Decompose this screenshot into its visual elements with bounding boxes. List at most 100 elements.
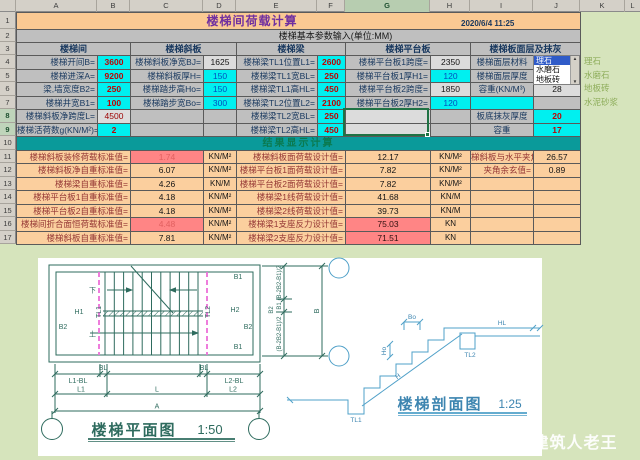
group-header[interactable]: 楼梯梁 bbox=[237, 43, 346, 56]
result-value[interactable]: 0.89 bbox=[534, 164, 581, 178]
result-unit[interactable]: KN/M² bbox=[204, 191, 237, 205]
param-label[interactable]: 楼梯面层厚度 bbox=[471, 69, 534, 83]
col-header-cell[interactable]: J bbox=[533, 0, 580, 12]
param-calc[interactable]: 2350 bbox=[431, 56, 471, 70]
result-value[interactable]: 4.18 bbox=[131, 204, 204, 218]
empty-cell[interactable] bbox=[131, 123, 204, 137]
params-section-header[interactable]: 楼梯基本参数输入(单位:MM) bbox=[17, 30, 581, 43]
scroll-down-icon[interactable]: ▼ bbox=[572, 79, 578, 84]
param-label[interactable]: 楼梯梁TL1高HL= bbox=[237, 83, 318, 97]
col-header-cell[interactable]: C bbox=[130, 0, 203, 12]
param-label[interactable]: 楼梯斜板净宽BJ= bbox=[131, 56, 204, 70]
param-input[interactable]: 2 bbox=[98, 123, 131, 137]
param-label[interactable]: 梁,墙宽度B2= bbox=[17, 83, 98, 97]
param-input[interactable]: 150 bbox=[204, 83, 237, 97]
result-unit[interactable]: KN bbox=[431, 231, 471, 245]
param-label[interactable]: 楼梯井宽B1= bbox=[17, 96, 98, 110]
row-header-cell[interactable]: 16 bbox=[0, 217, 16, 231]
group-header[interactable]: 楼梯平台板 bbox=[346, 43, 471, 56]
param-calc[interactable]: 4500 bbox=[98, 110, 131, 124]
param-calc[interactable]: 28 bbox=[534, 83, 581, 97]
row-header-cell[interactable]: 14 bbox=[0, 190, 16, 204]
material-dropdown[interactable]: 理石 水磨石 地板砖 ▲ ▼ bbox=[533, 55, 580, 85]
result-unit[interactable]: KN/M² bbox=[204, 150, 237, 164]
result-unit[interactable]: KN/M² bbox=[204, 204, 237, 218]
col-header-cell[interactable]: H bbox=[430, 0, 470, 12]
result-alert-value[interactable]: 1.74 bbox=[131, 150, 204, 164]
group-header[interactable]: 楼梯斜板 bbox=[131, 43, 237, 56]
param-label[interactable]: 楼梯面层材料 bbox=[471, 56, 534, 70]
row-header-cell[interactable]: 7 bbox=[0, 95, 16, 109]
empty-cell[interactable] bbox=[431, 110, 471, 124]
param-label[interactable]: 楼梯梁TL1宽BL= bbox=[237, 69, 318, 83]
param-input[interactable]: 300 bbox=[204, 96, 237, 110]
result-label[interactable]: 楼梯梁1线荷载设计值= bbox=[237, 191, 346, 205]
result-label[interactable]: 楼梯斜板装修荷载标准值= bbox=[17, 150, 131, 164]
row-header-cell[interactable]: 10 bbox=[0, 136, 16, 150]
result-label[interactable]: 楼梯斜板净自重标准值= bbox=[17, 164, 131, 178]
empty-cell[interactable] bbox=[534, 191, 581, 205]
result-label[interactable]: 楼梯梁2线荷载设计值= bbox=[237, 204, 346, 218]
param-input[interactable]: 450 bbox=[318, 83, 346, 97]
empty-cell[interactable] bbox=[471, 96, 534, 110]
col-header-cell[interactable]: D bbox=[203, 0, 236, 12]
result-value[interactable]: 4.18 bbox=[131, 191, 204, 205]
param-input[interactable]: 2600 bbox=[318, 56, 346, 70]
row-header-cell[interactable]: 11 bbox=[0, 149, 16, 163]
scroll-up-icon[interactable]: ▲ bbox=[572, 56, 578, 61]
title-row[interactable]: 楼梯间荷载计算 2020/6/4 11:25 bbox=[17, 13, 581, 30]
row-header-cell[interactable]: 15 bbox=[0, 203, 16, 217]
param-calc[interactable]: 1850 bbox=[431, 83, 471, 97]
result-value[interactable]: 6.07 bbox=[131, 164, 204, 178]
empty-cell[interactable] bbox=[534, 231, 581, 245]
dropdown-item[interactable]: 地板砖 bbox=[536, 74, 560, 84]
param-input[interactable]: 17 bbox=[534, 123, 581, 137]
row-header-cell[interactable]: 2 bbox=[0, 29, 16, 42]
col-header-cell[interactable]: E bbox=[236, 0, 317, 12]
row-header-cell[interactable]: 6 bbox=[0, 82, 16, 96]
result-alert-value[interactable]: 75.03 bbox=[346, 218, 431, 232]
row-header-cell[interactable]: 12 bbox=[0, 163, 16, 177]
selected-cell[interactable] bbox=[346, 123, 431, 137]
empty-cell[interactable] bbox=[131, 110, 204, 124]
result-value[interactable]: 7.82 bbox=[346, 164, 431, 178]
col-header-cell[interactable]: B bbox=[97, 0, 130, 12]
result-value[interactable]: 26.57 bbox=[534, 150, 581, 164]
result-label[interactable]: 楼梯梁1支座反力设计值= bbox=[237, 218, 346, 232]
result-label[interactable]: 夹角余玄值= bbox=[471, 164, 534, 178]
result-unit[interactable]: KN/M² bbox=[431, 164, 471, 178]
empty-cell[interactable] bbox=[431, 123, 471, 137]
param-label[interactable]: 楼梯活荷数g(KN/M²)= bbox=[17, 123, 98, 137]
param-input[interactable]: 250 bbox=[318, 110, 346, 124]
result-label[interactable]: 楼梯梁2支座反力设计值= bbox=[237, 231, 346, 245]
param-label[interactable]: 楼梯斜板净跨度L= bbox=[17, 110, 98, 124]
param-input[interactable]: 450 bbox=[318, 123, 346, 137]
result-unit[interactable]: KN/M bbox=[431, 204, 471, 218]
param-label[interactable]: 楼梯开间B= bbox=[17, 56, 98, 70]
row-header-cell[interactable]: 1 bbox=[0, 12, 16, 29]
param-label[interactable]: 楼梯踏步高Ho= bbox=[131, 83, 204, 97]
param-label[interactable]: 楼梯斜板厚H= bbox=[131, 69, 204, 83]
group-header[interactable]: 楼梯板面层及抹灰 bbox=[471, 43, 581, 56]
param-input[interactable]: 120 bbox=[431, 96, 471, 110]
result-value[interactable]: 4.26 bbox=[131, 177, 204, 191]
empty-cell[interactable] bbox=[471, 218, 534, 232]
param-label[interactable]: 楼梯梁TL1位置L1= bbox=[237, 56, 318, 70]
result-unit[interactable]: KN/M² bbox=[204, 218, 237, 232]
param-input[interactable]: 150 bbox=[204, 69, 237, 83]
result-alert-value[interactable]: 4.48 bbox=[131, 218, 204, 232]
empty-cell[interactable] bbox=[471, 231, 534, 245]
param-input[interactable]: 120 bbox=[431, 69, 471, 83]
row-header-cell-selected[interactable]: 9 bbox=[0, 122, 16, 136]
param-label[interactable]: 楼梯梁TL2位置L2= bbox=[237, 96, 318, 110]
param-label[interactable]: 楼梯梁TL2宽BL= bbox=[237, 110, 318, 124]
param-input[interactable]: 100 bbox=[98, 96, 131, 110]
result-unit[interactable]: KN/M bbox=[204, 177, 237, 191]
empty-cell[interactable] bbox=[204, 110, 237, 124]
empty-cell[interactable] bbox=[471, 177, 534, 191]
empty-cell[interactable] bbox=[204, 123, 237, 137]
param-label[interactable]: 板底抹灰厚度 bbox=[471, 110, 534, 124]
param-input[interactable]: 3600 bbox=[98, 56, 131, 70]
row-header-cell[interactable]: 13 bbox=[0, 176, 16, 190]
dropdown-item-selected[interactable]: 理石 bbox=[534, 56, 570, 66]
